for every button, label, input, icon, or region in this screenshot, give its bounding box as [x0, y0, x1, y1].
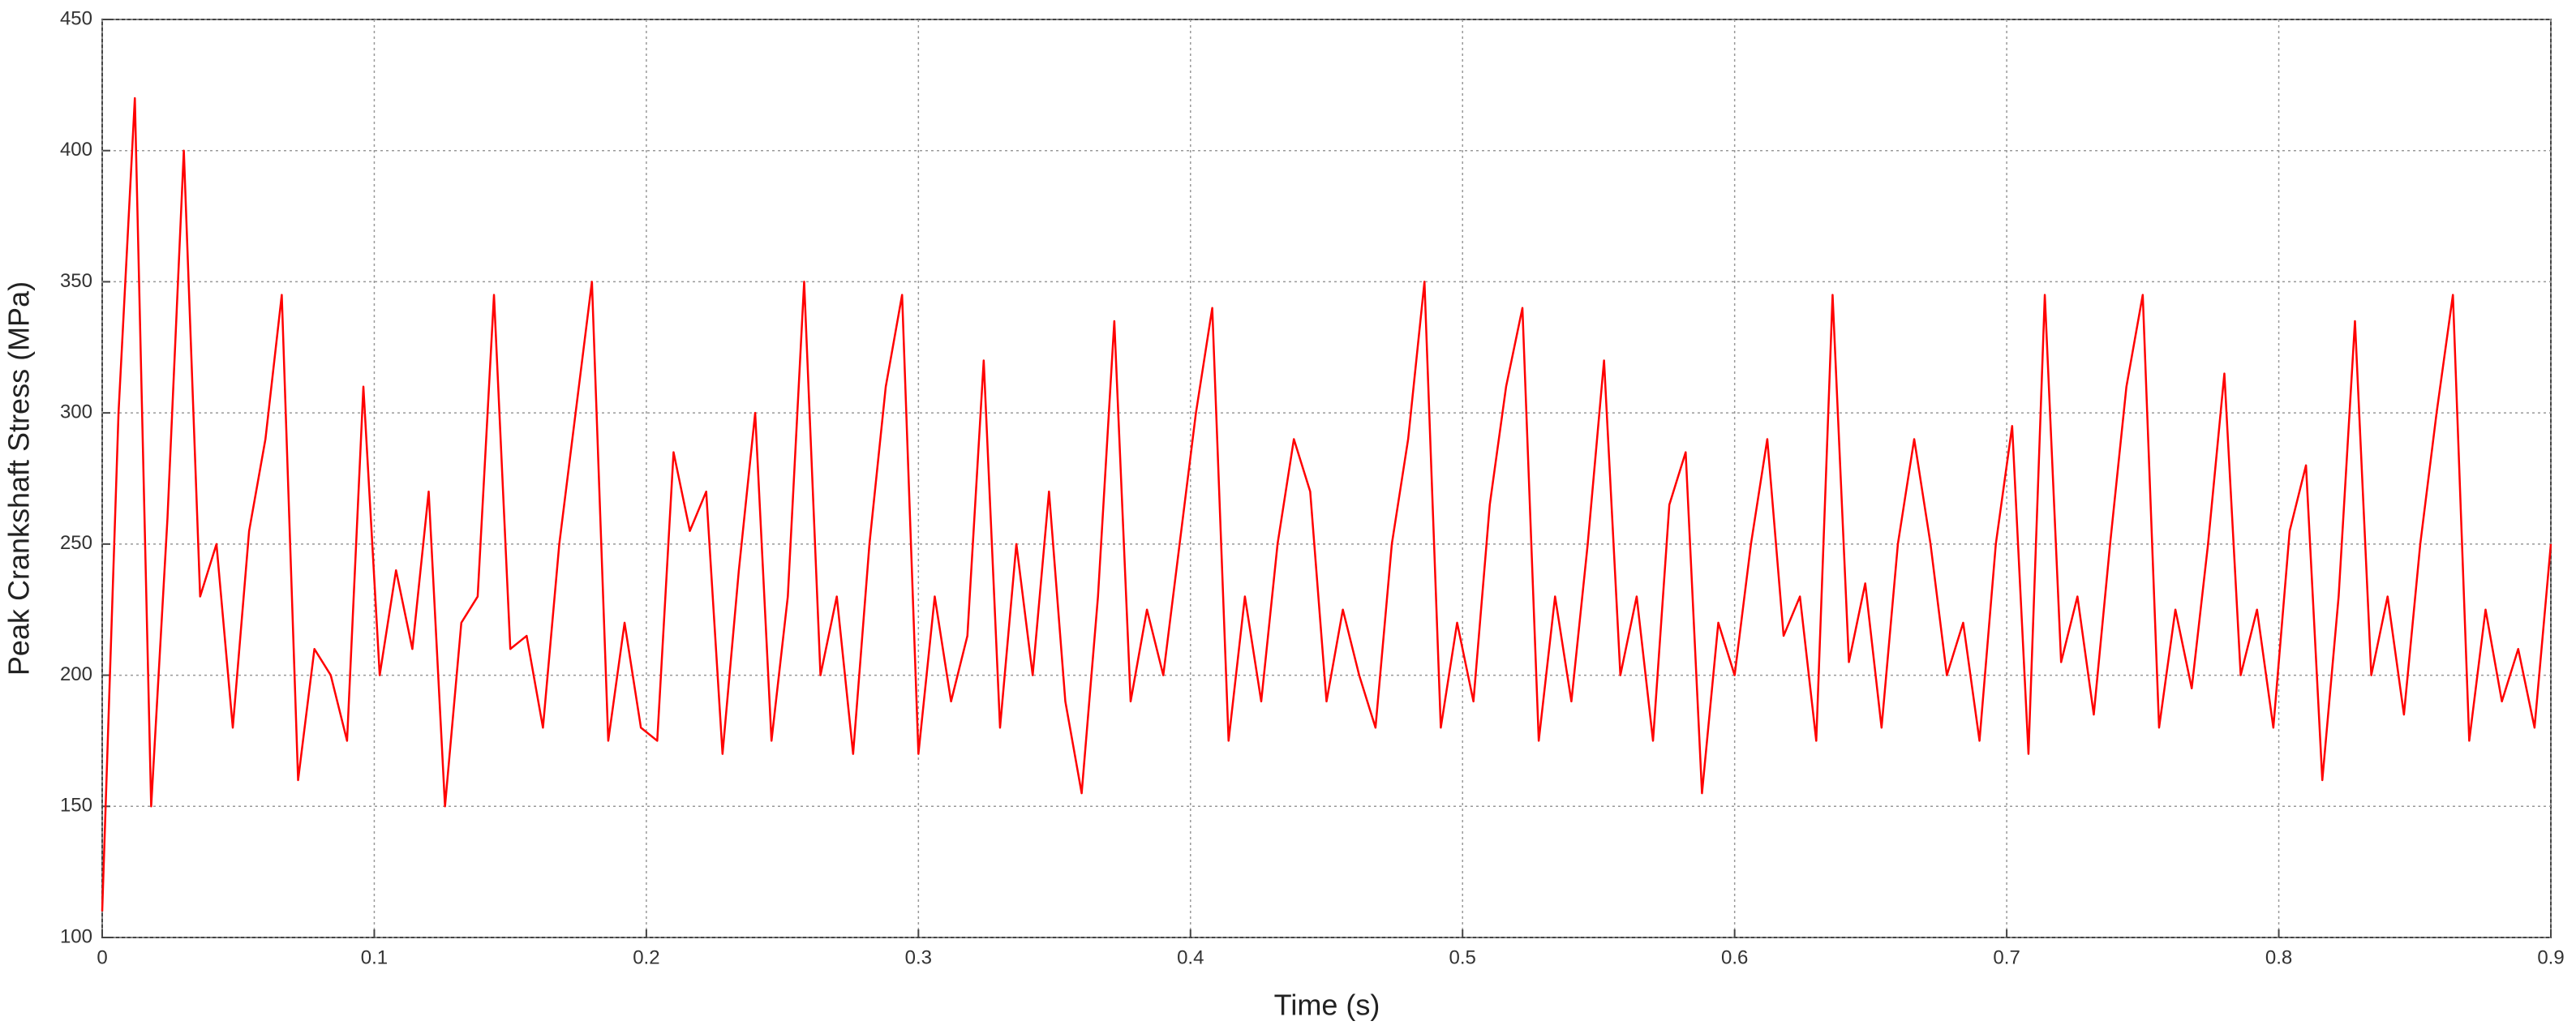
x-tick-label: 0.1 — [361, 946, 388, 968]
y-tick-label: 300 — [60, 401, 92, 423]
data-line — [101, 97, 2552, 912]
x-tick-label: 0.9 — [2537, 946, 2564, 968]
x-tick-label: 0.5 — [1449, 946, 1476, 968]
x-tick-label: 0.4 — [1177, 946, 1204, 968]
x-axis-label: Time (s) — [1274, 989, 1380, 1022]
x-tick-label: 0.3 — [905, 946, 932, 968]
y-tick-label: 200 — [60, 663, 92, 685]
x-tick-label: 0.7 — [1993, 946, 2020, 968]
x-tick-label: 0 — [97, 946, 107, 968]
y-tick-label: 150 — [60, 795, 92, 817]
x-tick-label: 0.2 — [633, 946, 659, 968]
y-tick-label: 350 — [60, 270, 92, 292]
x-tick-label: 0.6 — [1721, 946, 1748, 968]
y-axis-label: Peak Crankshaft Stress (MPa) — [2, 281, 36, 676]
y-tick-label: 250 — [60, 532, 92, 554]
y-tick-label: 400 — [60, 139, 92, 161]
x-tick-label: 0.8 — [2265, 946, 2292, 968]
y-tick-label: 450 — [60, 7, 92, 29]
y-tick-label: 100 — [60, 925, 92, 947]
plot-frame — [101, 19, 2552, 938]
